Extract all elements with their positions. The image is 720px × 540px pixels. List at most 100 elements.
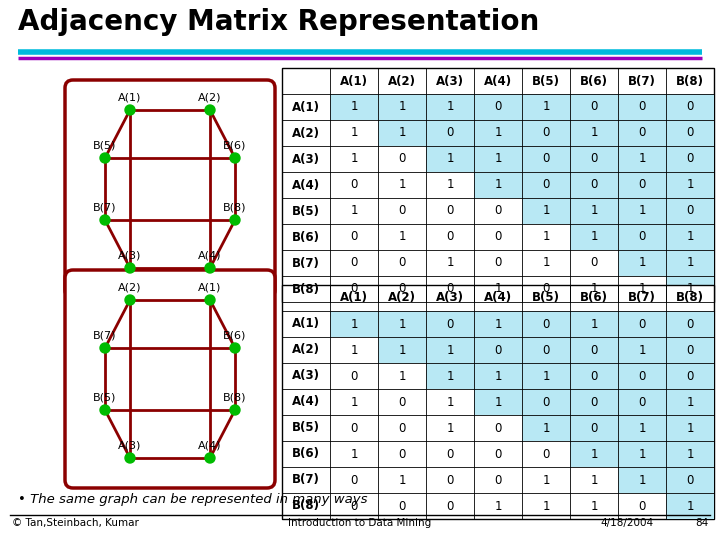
Circle shape xyxy=(230,215,240,225)
Text: A(3): A(3) xyxy=(118,251,142,261)
Text: 1: 1 xyxy=(494,126,502,139)
Text: A(2): A(2) xyxy=(292,343,320,356)
Text: 1: 1 xyxy=(542,231,550,244)
Circle shape xyxy=(230,405,240,415)
Bar xyxy=(282,68,714,302)
Bar xyxy=(570,172,618,198)
Text: 0: 0 xyxy=(639,179,646,192)
Text: 1: 1 xyxy=(590,448,598,461)
Text: B(5): B(5) xyxy=(292,205,320,218)
Text: 1: 1 xyxy=(686,395,694,408)
Text: 0: 0 xyxy=(590,395,598,408)
Bar xyxy=(618,441,666,467)
Text: 1: 1 xyxy=(398,179,406,192)
Bar xyxy=(378,120,426,146)
Bar xyxy=(618,94,666,120)
Text: B(5): B(5) xyxy=(94,393,117,403)
Bar xyxy=(618,172,666,198)
Text: 0: 0 xyxy=(398,152,405,165)
Text: 84: 84 xyxy=(695,518,708,528)
Text: 0: 0 xyxy=(495,256,502,269)
Bar xyxy=(474,337,522,363)
Circle shape xyxy=(230,343,240,353)
Text: 0: 0 xyxy=(351,500,358,512)
Text: 1: 1 xyxy=(398,343,406,356)
Text: 0: 0 xyxy=(495,231,502,244)
Text: 4/18/2004: 4/18/2004 xyxy=(600,518,653,528)
FancyBboxPatch shape xyxy=(65,270,275,488)
Text: 0: 0 xyxy=(686,318,693,330)
Text: 0: 0 xyxy=(590,152,598,165)
Text: 0: 0 xyxy=(398,422,405,435)
Bar xyxy=(474,311,522,337)
Text: 0: 0 xyxy=(446,282,454,295)
Text: A(4): A(4) xyxy=(292,179,320,192)
Circle shape xyxy=(100,405,110,415)
Text: 0: 0 xyxy=(495,343,502,356)
Bar xyxy=(522,415,570,441)
Text: B(6): B(6) xyxy=(580,292,608,305)
Bar xyxy=(522,311,570,337)
Text: B(6): B(6) xyxy=(223,141,247,151)
Bar xyxy=(570,363,618,389)
Text: 1: 1 xyxy=(350,100,358,113)
Text: 0: 0 xyxy=(398,448,405,461)
Text: 0: 0 xyxy=(351,256,358,269)
Text: 1: 1 xyxy=(494,152,502,165)
Circle shape xyxy=(100,215,110,225)
Text: A(2): A(2) xyxy=(388,75,416,87)
Text: 0: 0 xyxy=(590,256,598,269)
Text: 1: 1 xyxy=(638,256,646,269)
Bar xyxy=(666,415,714,441)
Text: 1: 1 xyxy=(398,231,406,244)
Bar xyxy=(666,276,714,302)
Text: 0: 0 xyxy=(351,422,358,435)
Text: Adjacency Matrix Representation: Adjacency Matrix Representation xyxy=(18,8,539,36)
Text: 1: 1 xyxy=(494,500,502,512)
Text: 0: 0 xyxy=(446,126,454,139)
Bar xyxy=(618,146,666,172)
Text: 1: 1 xyxy=(350,126,358,139)
Text: B(8): B(8) xyxy=(292,500,320,512)
Text: 1: 1 xyxy=(446,100,454,113)
Bar xyxy=(666,120,714,146)
Text: 1: 1 xyxy=(638,448,646,461)
Text: 1: 1 xyxy=(638,474,646,487)
Circle shape xyxy=(100,153,110,163)
Text: 0: 0 xyxy=(495,448,502,461)
Text: 1: 1 xyxy=(686,282,694,295)
Bar xyxy=(570,224,618,250)
Text: 1: 1 xyxy=(590,500,598,512)
Bar xyxy=(570,311,618,337)
Text: 0: 0 xyxy=(351,231,358,244)
Bar xyxy=(618,120,666,146)
Text: A(1): A(1) xyxy=(292,100,320,113)
Text: 1: 1 xyxy=(590,205,598,218)
Bar xyxy=(330,94,378,120)
Text: B(7): B(7) xyxy=(94,331,117,341)
Text: 1: 1 xyxy=(542,500,550,512)
Text: 0: 0 xyxy=(351,282,358,295)
Text: A(2): A(2) xyxy=(198,93,222,103)
Bar xyxy=(666,363,714,389)
Text: B(6): B(6) xyxy=(223,331,247,341)
Text: 1: 1 xyxy=(350,448,358,461)
Text: 1: 1 xyxy=(590,318,598,330)
Text: 1: 1 xyxy=(350,152,358,165)
Circle shape xyxy=(205,295,215,305)
Circle shape xyxy=(100,343,110,353)
Circle shape xyxy=(125,105,135,115)
Text: 1: 1 xyxy=(398,318,406,330)
Text: A(4): A(4) xyxy=(292,395,320,408)
Text: B(7): B(7) xyxy=(292,474,320,487)
Circle shape xyxy=(125,295,135,305)
Text: 1: 1 xyxy=(494,179,502,192)
Text: A(2): A(2) xyxy=(292,126,320,139)
Text: A(1): A(1) xyxy=(340,75,368,87)
Text: 0: 0 xyxy=(639,369,646,382)
Text: A(3): A(3) xyxy=(436,292,464,305)
Bar xyxy=(426,337,474,363)
Bar xyxy=(378,311,426,337)
Text: 1: 1 xyxy=(686,179,694,192)
Bar xyxy=(426,146,474,172)
